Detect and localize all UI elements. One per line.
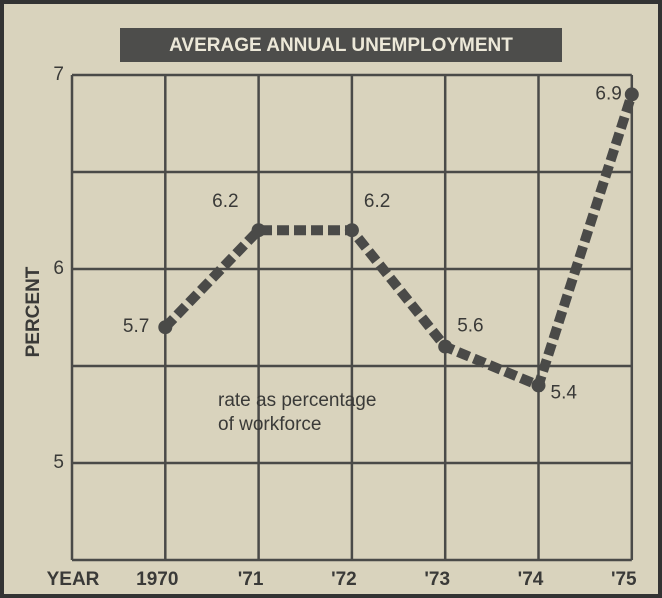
y-tick-label: 5 (53, 452, 64, 473)
data-label: 6.2 (212, 191, 238, 212)
x-tick-label: '73 (424, 569, 450, 590)
y-axis-label: PERCENT (23, 266, 44, 357)
data-point (531, 378, 546, 393)
y-tick-label: 6 (53, 258, 64, 279)
data-label: 6.2 (364, 191, 390, 212)
x-tick-label: '75 (611, 569, 637, 590)
data-label: 5.6 (457, 316, 483, 337)
annotation: of workforce (218, 414, 321, 435)
x-tick-label: '72 (331, 569, 357, 590)
data-label: 5.4 (551, 382, 578, 403)
x-tick-label: '71 (238, 569, 264, 590)
y-tick-label: 7 (53, 64, 64, 85)
chart-title: AVERAGE ANNUAL UNEMPLOYMENT (169, 35, 513, 56)
data-point (344, 223, 359, 238)
data-point (158, 320, 173, 335)
data-point (438, 339, 453, 354)
annotation: rate as percentage (218, 390, 376, 411)
data-label: 5.7 (123, 316, 149, 337)
data-label: 6.9 (595, 83, 621, 104)
data-point (251, 223, 266, 238)
title-box (120, 28, 562, 62)
x-tick-label: 1970 (136, 569, 178, 590)
data-point (624, 87, 639, 102)
data-line (161, 92, 637, 393)
x-tick-label: '74 (518, 569, 544, 590)
x-axis-label: YEAR (47, 569, 100, 590)
